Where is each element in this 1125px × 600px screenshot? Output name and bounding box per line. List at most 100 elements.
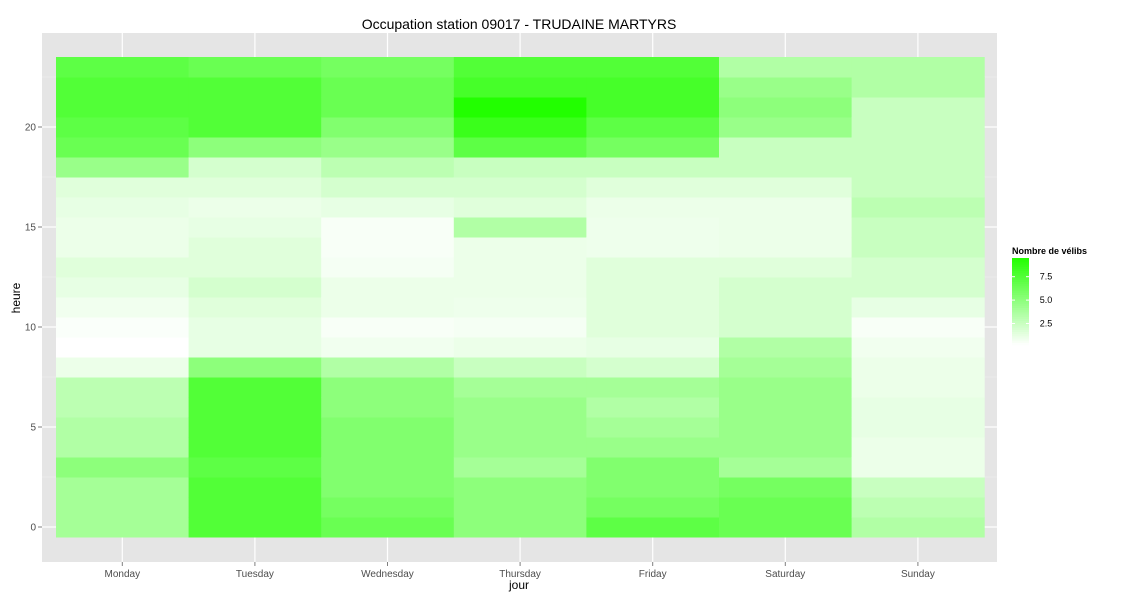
heatmap-cell	[586, 337, 720, 358]
legend-gradient-step	[1012, 340, 1029, 344]
legend-gradient-step	[1012, 321, 1029, 324]
heatmap-cell	[321, 477, 455, 498]
heatmap-cell	[321, 337, 455, 358]
heatmap-cell	[188, 77, 322, 98]
heatmap-cell	[453, 277, 587, 298]
heatmap-cell	[56, 517, 190, 538]
heatmap-cell	[586, 137, 720, 158]
legend-gradient-step	[1012, 281, 1029, 285]
legend-gradient-step	[1012, 303, 1029, 307]
heatmap-cell	[56, 57, 190, 78]
heatmap-cell	[851, 217, 985, 238]
heatmap-cell	[851, 517, 985, 538]
heatmap-cell	[851, 357, 985, 378]
heatmap-cell	[188, 337, 322, 358]
heatmap-cell	[188, 517, 322, 538]
heatmap-cell	[56, 357, 190, 378]
legend-gradient-step	[1012, 301, 1029, 305]
heatmap-cell	[321, 317, 455, 338]
legend-gradient-step	[1012, 308, 1029, 311]
legend-gradient-step	[1012, 331, 1029, 335]
heatmap-cell	[188, 137, 322, 158]
heatmap-cell	[719, 77, 853, 98]
legend-gradient-step	[1012, 288, 1029, 292]
legend-tick-label: 5.0	[1040, 295, 1053, 305]
x-tick-label: Monday	[105, 569, 141, 580]
heatmap-cell	[188, 377, 322, 398]
heatmap-cell	[453, 517, 587, 538]
heatmap-cell	[453, 297, 587, 318]
heatmap-cell	[56, 477, 190, 498]
heatmap-cell	[56, 97, 190, 118]
heatmap-cell	[321, 517, 455, 538]
heatmap-cell	[851, 117, 985, 138]
x-axis-title: jour	[508, 578, 529, 592]
heatmap-cell	[321, 397, 455, 418]
heatmap-cell	[56, 177, 190, 198]
heatmap-cell	[188, 97, 322, 118]
heatmap-cell	[321, 217, 455, 238]
heatmap-cell	[719, 517, 853, 538]
legend-tick-label: 2.5	[1040, 318, 1053, 328]
x-tick-label: Tuesday	[236, 569, 274, 580]
heatmap-cell	[851, 57, 985, 78]
legend-gradient-step	[1012, 297, 1029, 300]
x-tick-label: Friday	[639, 569, 667, 580]
heatmap-cell	[851, 417, 985, 438]
heatmap-cell	[188, 157, 322, 178]
heatmap-cell	[56, 137, 190, 158]
heatmap-cell	[453, 437, 587, 458]
heatmap-cell	[586, 257, 720, 278]
heatmap-cell	[453, 497, 587, 518]
heatmap-cell	[851, 77, 985, 98]
heatmap-cell	[321, 177, 455, 198]
legend-gradient-step	[1012, 286, 1029, 289]
y-axis: 0 5 10 15 20	[25, 123, 42, 534]
heatmap-cell	[851, 237, 985, 258]
heatmap-cell	[321, 197, 455, 218]
heatmap-cell	[56, 317, 190, 338]
heatmap-cell	[188, 117, 322, 138]
legend-title: Nombre de vélibs	[1012, 246, 1087, 256]
x-tick-label: Thursday	[499, 569, 541, 580]
y-tick-label: 5	[30, 423, 36, 434]
heatmap-cell	[56, 457, 190, 478]
heatmap-cell	[851, 377, 985, 398]
legend-gradient-step	[1012, 264, 1029, 268]
legend-gradient-step	[1012, 310, 1029, 313]
heatmap-cell	[851, 397, 985, 418]
heatmap-cell	[851, 497, 985, 518]
heatmap-cell	[453, 217, 587, 238]
heatmap-cell	[453, 157, 587, 178]
heatmap-cell	[321, 237, 455, 258]
legend-gradient-step	[1012, 266, 1029, 270]
heatmap-cell	[56, 277, 190, 298]
chart-title: Occupation station 09017 - TRUDAINE MART…	[362, 16, 677, 32]
heatmap-cell	[851, 457, 985, 478]
legend-gradient-step	[1012, 338, 1029, 342]
heatmap-cell	[719, 317, 853, 338]
heatmap-cell	[719, 297, 853, 318]
heatmap-cell	[188, 197, 322, 218]
heatmap-cell	[453, 197, 587, 218]
heatmap-cell	[321, 257, 455, 278]
heatmap-cell	[321, 277, 455, 298]
heatmap-cell	[453, 77, 587, 98]
heatmap-cell	[56, 377, 190, 398]
heatmap-cell	[321, 97, 455, 118]
heatmap-cell	[321, 157, 455, 178]
heatmap-cell	[56, 297, 190, 318]
heatmap-cell	[851, 477, 985, 498]
heatmap-cell	[56, 437, 190, 458]
heatmap-cell	[851, 177, 985, 198]
heatmap-cell	[586, 297, 720, 318]
heatmap-cell	[453, 57, 587, 78]
heatmap-cell	[453, 177, 587, 198]
legend-gradient-step	[1012, 273, 1029, 276]
legend-gradient-step	[1012, 325, 1029, 329]
heatmap-cell	[453, 237, 587, 258]
heatmap-cell	[719, 217, 853, 238]
y-tick-label: 15	[25, 223, 37, 234]
heatmap-cell	[321, 357, 455, 378]
